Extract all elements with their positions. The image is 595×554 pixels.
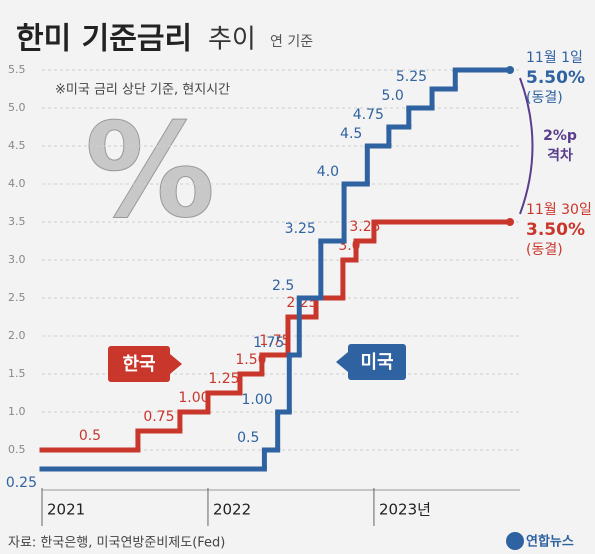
logo: 연합뉴스	[526, 534, 574, 550]
y-tick-label: 3.0	[8, 253, 26, 266]
value-label: 1.75	[259, 333, 290, 349]
gap-brace	[519, 77, 534, 215]
value-label: 0.75	[143, 409, 174, 425]
chart-title: 한미 기준금리	[16, 22, 192, 57]
y-tick-label: 4.0	[8, 177, 26, 190]
x-tick-label: 2021	[47, 501, 85, 519]
watermark: %	[85, 95, 215, 247]
value-label: 1.00	[178, 390, 209, 406]
series-tag	[348, 344, 406, 380]
value-label: 5.0	[382, 88, 404, 104]
y-tick-label: 5.5	[8, 63, 26, 76]
source: 자료: 한국은행, 미국연방준비제도(Fed)	[8, 535, 225, 551]
logo-icon	[506, 532, 524, 550]
value-label: 1.25	[208, 371, 239, 387]
series-tag-pointer	[170, 354, 182, 374]
y-tick-label: 5.0	[8, 101, 26, 114]
value-label: 4.5	[340, 126, 362, 142]
value-label: 4.75	[353, 107, 384, 123]
end-label: (동결)	[526, 242, 563, 258]
series-tag-pointer	[336, 352, 348, 372]
y-tick-label: 1.0	[8, 405, 26, 418]
end-label: 11월 1일	[526, 50, 583, 66]
x-tick-label: 2022	[213, 501, 251, 519]
note: ※미국 금리 상단 기준, 현지시간	[55, 83, 230, 98]
value-label: 0.5	[237, 430, 259, 446]
value-label: 3.25	[285, 221, 316, 237]
value-label: 1.00	[242, 392, 273, 408]
x-tick-label: 2023년	[379, 501, 431, 519]
chart-title-suffix: 추이	[208, 25, 256, 55]
subtitle: 연 기준	[270, 34, 313, 50]
gap-label: 2%p	[543, 128, 577, 144]
end-label: (동결)	[526, 90, 563, 106]
value-label: 0.5	[79, 428, 101, 444]
y-tick-label: 2.5	[8, 291, 26, 304]
y-tick-label: 0.5	[8, 443, 26, 456]
value-label: 2.5	[272, 278, 294, 294]
value-label: 5.25	[396, 69, 427, 85]
series-tag	[108, 346, 170, 382]
end-label: 5.50%	[526, 68, 585, 88]
value-label: 0.25	[6, 475, 37, 491]
y-tick-label: 4.5	[8, 139, 26, 152]
gap-label: 격차	[547, 147, 573, 164]
y-tick-label: 2.0	[8, 329, 26, 342]
end-label: 11월 30일	[526, 202, 592, 218]
legend-label: 미국	[360, 352, 393, 373]
y-tick-label: 1.5	[8, 367, 26, 380]
y-tick-label: 3.5	[8, 215, 26, 228]
end-point	[506, 66, 515, 74]
legend-label: 한국	[122, 354, 155, 375]
value-label: 4.0	[317, 164, 339, 180]
end-point	[506, 218, 515, 226]
value-label: 1.75	[253, 335, 284, 351]
value-label: 1.50	[235, 352, 266, 368]
end-label: 3.50%	[526, 220, 585, 240]
